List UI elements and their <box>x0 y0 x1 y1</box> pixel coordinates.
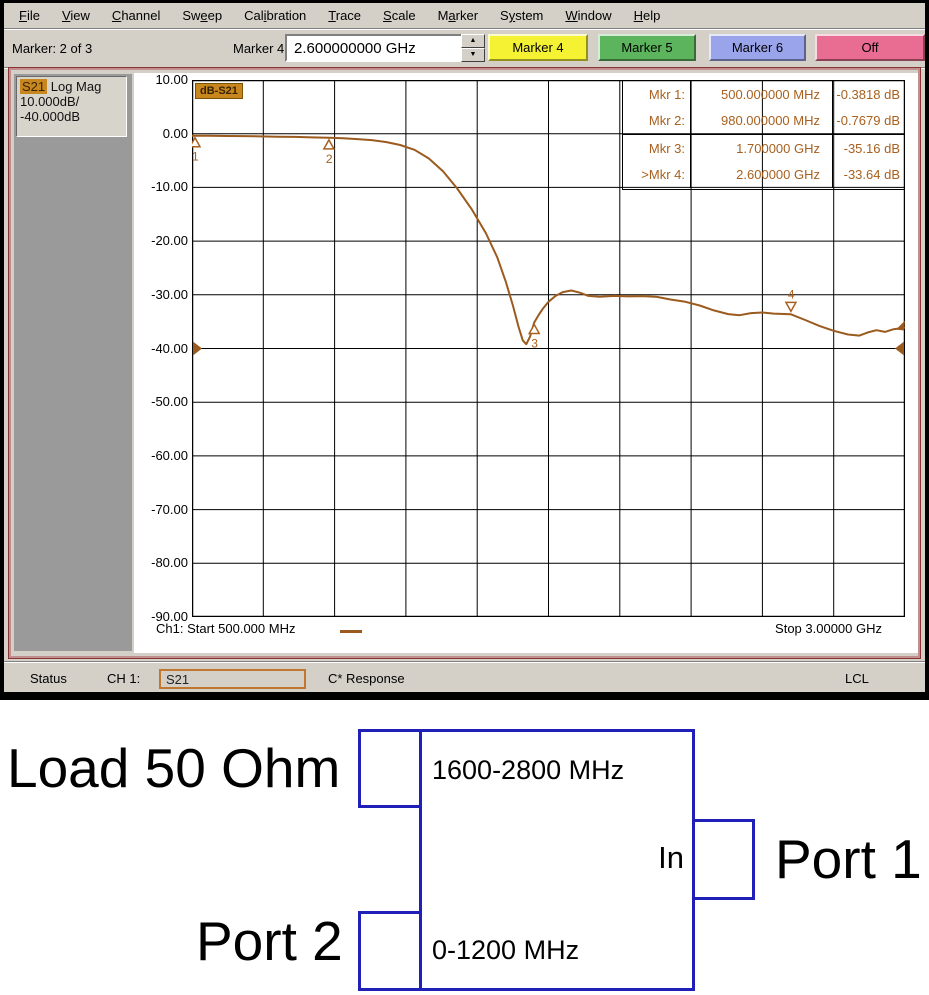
port1-stub <box>692 819 755 900</box>
y-tick-label: -10.00 <box>151 179 188 195</box>
analyzer-display: S21 Log Mag 10.000dB/ -40.000dB 10.00 0.0… <box>9 68 920 658</box>
status-label: Status <box>30 671 67 686</box>
menu-system[interactable]: System <box>500 8 544 23</box>
y-tick-label: -20.00 <box>151 233 188 249</box>
trace-name-badge: S21 <box>20 79 48 94</box>
port1-label: Port 1 <box>775 828 922 890</box>
y-tick-label: -60.00 <box>151 447 188 463</box>
stepper-up-button[interactable]: ▲ <box>461 34 485 48</box>
trace-color-key <box>340 630 362 633</box>
marker-status: Marker: 2 of 3 <box>12 41 93 56</box>
y-tick-label: -40.00 <box>151 340 188 356</box>
channel-label: CH 1: <box>107 671 141 686</box>
lowband-label: 0-1200 MHz <box>432 935 580 965</box>
y-tick-label: -50.00 <box>151 394 188 410</box>
y-tick-label: -30.00 <box>151 286 188 302</box>
y-tick-label: -90.00 <box>151 609 188 624</box>
sweep-stop-label: Stop 3.00000 GHz <box>775 621 882 636</box>
menu-bar: File View Channel Sweep Calibration Trace Scal… <box>4 3 925 29</box>
menu-channel[interactable]: Channel <box>111 8 161 23</box>
trace-panel: S21 Log Mag 10.000dB/ -40.000dB <box>14 74 132 651</box>
marker-toolbar: Marker: 2 of 3 Marker 4 ▲ ▼ Marker 4 Mark… <box>4 30 925 68</box>
marker-readout-row: Mkr 2: 980.000000 MHz -0.7679 dB <box>623 107 904 134</box>
menu-marker[interactable]: Marker <box>437 8 479 23</box>
menu-window[interactable]: Window <box>565 8 612 23</box>
svg-text:4: 4 <box>788 287 795 301</box>
menu-trace[interactable]: Trace <box>328 8 362 23</box>
svg-text:3: 3 <box>531 337 538 351</box>
in-label: In <box>658 840 684 875</box>
menu-scale[interactable]: Scale <box>383 8 416 23</box>
sweep-start-label: Ch1: Start 500.000 MHz <box>156 621 296 636</box>
frequency-stepper: ▲ ▼ <box>461 34 485 62</box>
cal-status-label: C* Response <box>328 671 405 686</box>
vna-screenshot: File View Channel Sweep Calibration Trace Scal… <box>0 0 929 700</box>
marker-readout-row: Mkr 1: 500.000000 MHz -0.3818 dB <box>623 81 904 108</box>
lcl-label: LCL <box>845 671 869 686</box>
off-button[interactable]: Off <box>815 34 925 61</box>
marker-readout-row: Mkr 3: 1.700000 GHz -35.16 dB <box>623 135 904 162</box>
stepper-down-button[interactable]: ▼ <box>461 48 485 62</box>
menu-sweep[interactable]: Sweep <box>182 8 223 23</box>
menu-help[interactable]: Help <box>633 8 661 23</box>
y-tick-label: -70.00 <box>151 501 188 517</box>
vna-window: File View Channel Sweep Calibration Trace Scal… <box>4 3 925 692</box>
measurement-box[interactable]: S21 <box>159 669 306 689</box>
marker-4-button[interactable]: Marker 4 <box>488 34 588 61</box>
marker-readout-table: Mkr 1: 500.000000 MHz -0.3818 dB Mkr 2: 980.… <box>622 80 905 190</box>
load-label: Load 50 Ohm <box>7 737 341 799</box>
marker4-label: Marker 4 <box>233 41 285 56</box>
menu-view[interactable]: View <box>61 8 90 23</box>
status-bar: Status CH 1: S21 C* Response LCL <box>4 661 925 692</box>
marker-5-button[interactable]: Marker 5 <box>598 34 696 61</box>
port2-label: Port 2 <box>196 910 343 972</box>
trace-format: Log Mag <box>47 79 102 94</box>
marker-frequency-input[interactable] <box>285 34 467 62</box>
highband-label: 1600-2800 MHz <box>432 755 625 785</box>
diplexer-diagram: Load 50 Ohm Port 2 Port 1 1600-2800 MHz … <box>0 700 929 995</box>
y-tick-label: -80.00 <box>151 555 188 571</box>
port2-stub <box>358 911 422 991</box>
trace-title-badge: dB-S21 <box>195 83 243 99</box>
s21-trace-plot: 1 2 3 4 <box>192 80 905 617</box>
svg-text:1: 1 <box>192 150 199 164</box>
marker-readout-row: >Mkr 4: 2.600000 GHz -33.64 dB <box>623 161 904 188</box>
marker-6-button[interactable]: Marker 6 <box>709 34 806 61</box>
y-tick-label: 0.00 <box>162 125 188 141</box>
graticule-screen: 10.00 0.00 -10.00 -20.00 -30.00 -40.00 -50.00 -… <box>134 72 918 653</box>
diplexer-body <box>419 729 695 991</box>
load-port-stub <box>358 729 422 808</box>
menu-calibration[interactable]: Calibration <box>244 8 307 23</box>
svg-text:2: 2 <box>326 152 333 166</box>
trace-info-box[interactable]: S21 Log Mag 10.000dB/ -40.000dB <box>16 76 127 137</box>
menu-file[interactable]: File <box>19 8 40 23</box>
trace-scale: 10.000dB/ <box>20 94 80 109</box>
y-tick-label: 10.00 <box>155 72 188 87</box>
trace-ref-level: -40.000dB <box>20 109 80 124</box>
